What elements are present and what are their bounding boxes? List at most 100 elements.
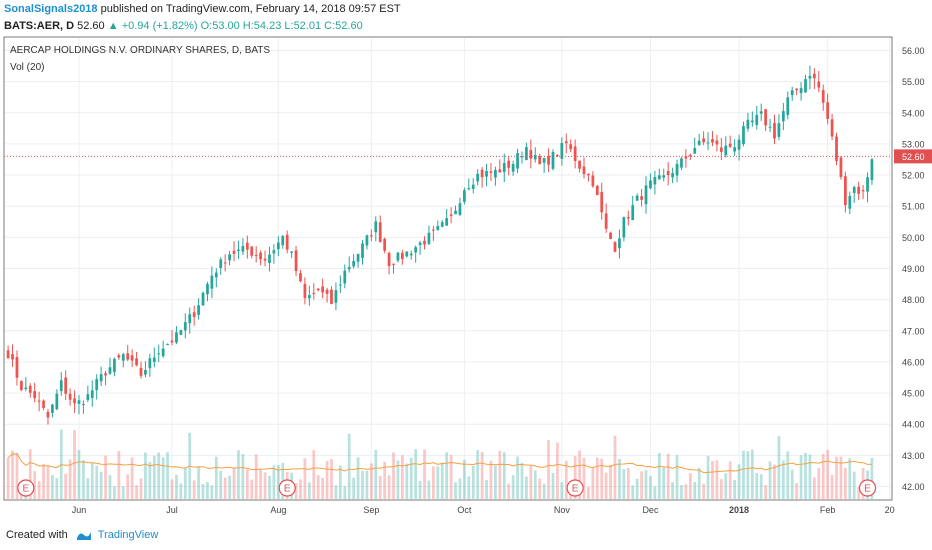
volume-bar — [635, 478, 639, 499]
candle-body — [245, 242, 249, 250]
candle-body — [688, 155, 692, 157]
candle-body — [733, 147, 736, 152]
volume-bar — [179, 483, 183, 499]
volume-label: Vol (20) — [10, 62, 44, 73]
candle-body — [369, 235, 373, 237]
last-price: 52.60 — [77, 20, 105, 32]
earnings-marker[interactable] — [278, 479, 296, 497]
chart-title: AERCAP HOLDINGS N.V. ORDINARY SHARES, D,… — [10, 45, 270, 56]
candle-body — [804, 79, 807, 93]
volume-bar — [144, 452, 147, 499]
volume-bar — [374, 449, 378, 499]
volume-bar — [268, 475, 271, 499]
volume-bar — [551, 473, 555, 499]
candle-body — [569, 144, 573, 150]
volume-bar — [742, 450, 745, 499]
candle-body — [808, 75, 812, 79]
candle-body — [20, 381, 23, 391]
x-tick-label: 2018 — [729, 505, 749, 515]
volume-ma-line — [7, 453, 873, 474]
volume-bar — [197, 466, 200, 499]
candle-body — [418, 242, 422, 246]
candle-body — [307, 295, 311, 299]
candle-body — [6, 350, 10, 359]
volume-bar — [33, 471, 37, 499]
candle-body — [573, 146, 577, 161]
candle-body — [440, 222, 444, 227]
volume-bar — [839, 456, 843, 499]
volume-bar — [166, 452, 169, 499]
volume-bar — [458, 478, 462, 499]
volume-bar — [476, 450, 480, 499]
candle-body — [392, 263, 395, 265]
volume-bar — [675, 455, 679, 499]
volume-bar — [560, 482, 564, 499]
earnings-marker-label: E — [572, 484, 579, 495]
candle-body — [170, 340, 174, 343]
y-tick-label: 45.00 — [902, 389, 925, 399]
candle-body — [99, 374, 103, 382]
price-axis[interactable]: 42.00 43.00 44.00 45.00 46.00 47.00 48.00 49.00… — [894, 46, 932, 492]
plot-frame — [3, 36, 893, 501]
volume-bar — [609, 465, 612, 499]
earnings-marker[interactable] — [858, 479, 877, 497]
up-arrow-icon: ▲ — [107, 20, 119, 32]
volume-bar — [649, 475, 652, 499]
candle-body — [839, 157, 843, 177]
time-axis[interactable]: Jun Jul Aug Sep Oct Nov Dec 2018 Feb 20 — [72, 505, 895, 515]
volume-bar — [42, 464, 45, 499]
earnings-marker[interactable] — [17, 479, 35, 497]
close-value: C:52.60 — [324, 20, 363, 32]
x-tick-label: Jun — [72, 505, 87, 515]
candle-body — [843, 176, 847, 206]
volume-bar — [312, 450, 316, 499]
candle-body — [449, 214, 453, 216]
volume-bar — [245, 469, 249, 499]
candle-body — [666, 170, 670, 176]
candle-body — [281, 236, 285, 246]
y-tick-label: 43.00 — [902, 451, 925, 461]
candle-body — [223, 262, 227, 264]
volume-bar — [719, 479, 723, 499]
volume-bar — [680, 485, 683, 499]
volume-bar — [835, 456, 838, 499]
volume-bar — [276, 465, 280, 499]
candle-body — [724, 145, 728, 156]
volume-bar — [250, 479, 254, 499]
candles — [6, 65, 874, 425]
author-link[interactable]: SonalSignals2018 — [4, 3, 98, 15]
volume-bar — [799, 455, 803, 499]
volume-bar — [432, 466, 435, 499]
volume-bar — [113, 486, 116, 499]
candle-body — [861, 190, 865, 192]
candle-body — [595, 185, 599, 195]
candle-body — [148, 358, 152, 369]
candle-body — [857, 186, 861, 194]
candle-body — [175, 332, 178, 343]
volume-bar — [808, 454, 812, 499]
x-tick-label: Sep — [363, 505, 379, 515]
candle-body — [95, 379, 99, 390]
earnings-marker[interactable] — [566, 479, 584, 497]
volume-bar — [498, 450, 502, 499]
price-chart[interactable]: AERCAP HOLDINGS N.V. ORDINARY SHARES, D,… — [0, 36, 932, 524]
candle-body — [312, 292, 316, 294]
candle-body — [578, 160, 581, 169]
volume-bar — [82, 460, 85, 499]
volume-bar — [219, 470, 223, 499]
candle-body — [365, 235, 369, 246]
volume-bar — [812, 477, 816, 499]
volume-bar — [516, 456, 519, 499]
volume-bar — [418, 480, 422, 499]
tradingview-brand[interactable]: TradingView — [97, 529, 159, 541]
volume-bar — [724, 473, 728, 499]
volume-bar — [325, 461, 329, 499]
candle-body — [467, 187, 471, 189]
candle-body — [609, 232, 612, 239]
volume-bar — [666, 453, 670, 499]
candle-body — [711, 139, 714, 143]
volume-bar — [316, 475, 320, 499]
x-tick-label: 20 — [885, 505, 895, 515]
candle-body — [799, 88, 803, 94]
